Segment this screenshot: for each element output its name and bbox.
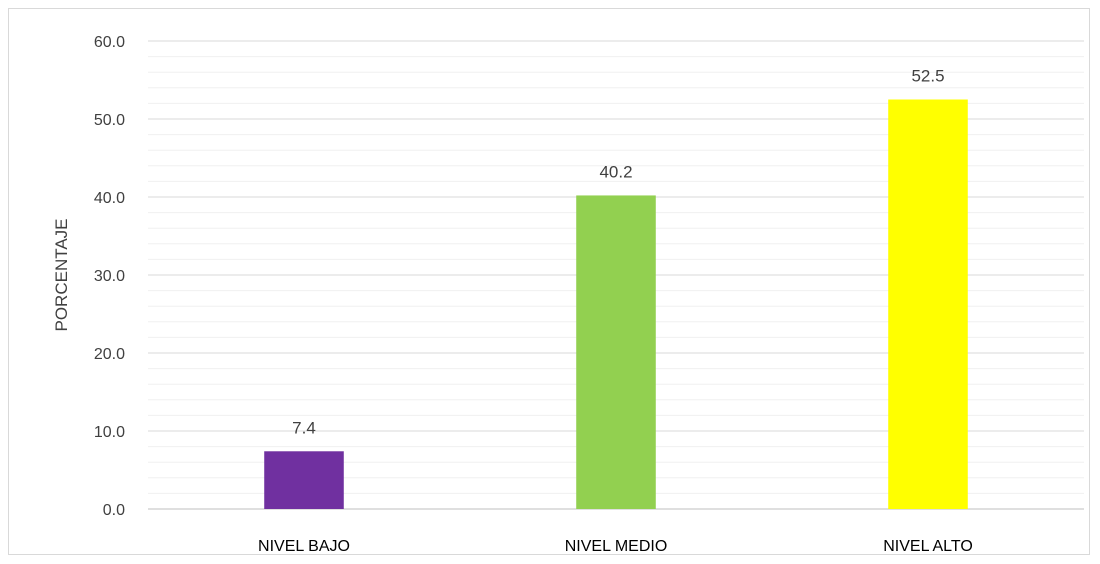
- y-tick-label: 30.0: [94, 268, 125, 285]
- x-category-label: NIVEL MEDIO: [565, 538, 668, 555]
- y-axis-tick-labels: 0.0 10.0 20.0 30.0 40.0 50.0 60.0: [94, 34, 125, 519]
- data-label: 40.2: [599, 162, 632, 181]
- data-label: 7.4: [292, 418, 316, 437]
- x-category-label: NIVEL ALTO: [883, 538, 973, 555]
- bar: [888, 99, 968, 509]
- data-label: 52.5: [911, 67, 944, 86]
- y-tick-label: 0.0: [103, 502, 125, 519]
- y-tick-label: 40.0: [94, 190, 125, 207]
- data-labels: 7.4 40.2 52.5: [292, 67, 944, 438]
- x-category-label: NIVEL BAJO: [258, 538, 350, 555]
- x-axis-category-labels: NIVEL BAJO NIVEL MEDIO NIVEL ALTO: [258, 538, 973, 555]
- y-tick-label: 60.0: [94, 34, 125, 51]
- y-axis-title: PORCENTAJE: [52, 218, 71, 331]
- y-tick-label: 10.0: [94, 424, 125, 441]
- bar: [576, 195, 656, 509]
- bars: [264, 99, 968, 509]
- bar: [264, 451, 344, 509]
- y-tick-label: 20.0: [94, 346, 125, 363]
- y-tick-label: 50.0: [94, 112, 125, 129]
